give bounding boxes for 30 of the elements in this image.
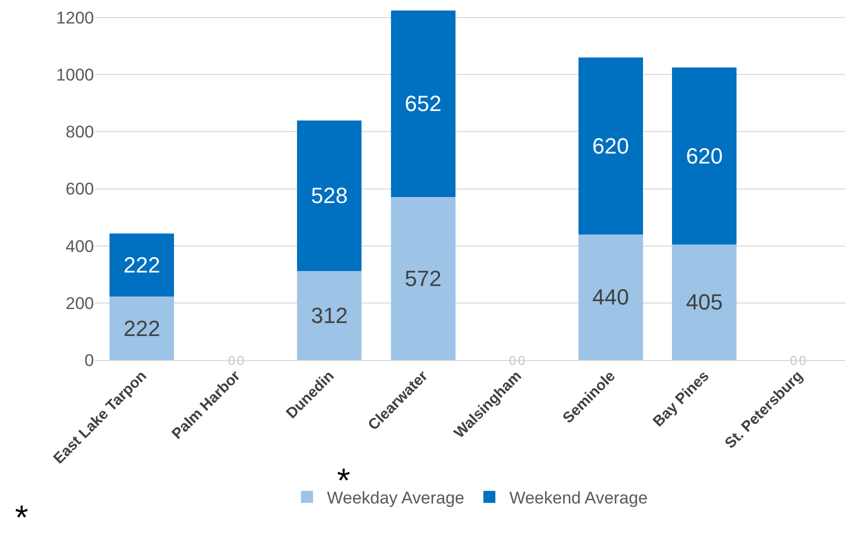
- y-tick-label: 400: [66, 236, 94, 256]
- y-tick-label: 200: [66, 294, 94, 313]
- bar: [297, 120, 362, 271]
- legend-label: Weekend Average: [509, 488, 648, 508]
- bar: [672, 68, 737, 244]
- bar: [110, 233, 174, 297]
- bar: [110, 296, 174, 360]
- y-tick-label: 600: [66, 180, 94, 199]
- text: *: [15, 499, 28, 537]
- data-label: 440: [592, 284, 629, 310]
- bar: [390, 10, 456, 197]
- y-tick-label: 1200: [56, 8, 94, 28]
- data-label: 528: [311, 183, 348, 208]
- data-label: 312: [311, 302, 348, 328]
- bar: [390, 196, 456, 360]
- bar: [578, 58, 643, 234]
- y-tick-label: 800: [66, 122, 94, 142]
- data-label: 222: [124, 252, 160, 278]
- data-label: 572: [404, 266, 442, 291]
- data-label: 652: [404, 91, 442, 116]
- legend-label: Weekday Average: [327, 488, 464, 508]
- bar: [672, 244, 737, 360]
- data-label: 620: [592, 133, 629, 158]
- y-tick-label: 0: [84, 350, 94, 370]
- data-label: 620: [686, 143, 723, 168]
- y-tick-label: 1000: [56, 66, 94, 85]
- bar: [578, 234, 643, 360]
- bar: [297, 270, 362, 360]
- data-label: 405: [686, 290, 723, 315]
- data-label: 222: [124, 316, 160, 341]
